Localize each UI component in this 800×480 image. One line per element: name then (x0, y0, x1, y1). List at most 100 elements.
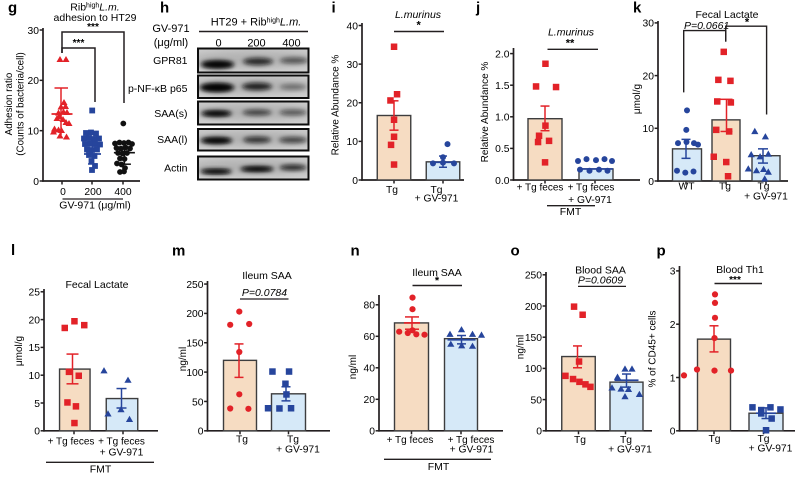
svg-text:Adhesion ratio: Adhesion ratio (4, 72, 15, 135)
svg-text:30: 30 (643, 19, 655, 30)
svg-text:+ GV-971: + GV-971 (450, 444, 494, 455)
svg-text:2.0: 2.0 (495, 49, 510, 60)
svg-text:p: p (657, 243, 666, 260)
svg-text:P=0.0661: P=0.0661 (684, 20, 729, 32)
svg-text:***: *** (87, 22, 99, 33)
svg-text:+ Tg feces: + Tg feces (448, 435, 495, 446)
svg-text:Tg: Tg (386, 185, 398, 196)
svg-text:0.5: 0.5 (495, 144, 510, 155)
svg-text:Relative Abundance %: Relative Abundance % (331, 55, 342, 156)
svg-text:20: 20 (28, 76, 40, 87)
svg-text:+ GV-971: + GV-971 (100, 447, 144, 458)
svg-text:0: 0 (34, 427, 40, 438)
svg-text:0: 0 (352, 176, 358, 187)
svg-text:1.0: 1.0 (495, 113, 510, 124)
svg-text:l: l (11, 242, 15, 259)
svg-text:*: * (417, 20, 422, 32)
svg-text:50: 50 (192, 397, 204, 408)
svg-text:+ GV-971: + GV-971 (568, 195, 612, 206)
svg-text:+ Tg feces: + Tg feces (48, 437, 95, 448)
svg-text:30: 30 (28, 26, 40, 37)
svg-text:100: 100 (525, 364, 542, 375)
svg-text:adhesion to HT29: adhesion to HT29 (54, 12, 137, 24)
svg-text:RibhighL.m.: RibhighL.m. (70, 2, 119, 14)
svg-text:Tg: Tg (757, 434, 769, 445)
svg-text:3: 3 (670, 267, 676, 278)
svg-text:+ GV-971: + GV-971 (749, 444, 793, 455)
svg-text:+ GV-971: + GV-971 (415, 194, 459, 205)
svg-text:Actin: Actin (164, 163, 188, 175)
svg-text:10: 10 (643, 124, 655, 135)
svg-text:ng/ml: ng/ml (516, 335, 527, 359)
svg-text:Tg: Tg (430, 185, 442, 196)
svg-text:i: i (332, 0, 336, 17)
svg-text:+ GV-971: + GV-971 (608, 445, 652, 456)
svg-text:+ Tg feces: + Tg feces (387, 435, 434, 446)
svg-text:20: 20 (29, 315, 41, 326)
svg-text:Ileum SAA: Ileum SAA (242, 270, 292, 282)
svg-text:GPR81: GPR81 (153, 55, 188, 67)
svg-text:***: *** (73, 38, 85, 49)
svg-text:(Counts of bacteria/cell): (Counts of bacteria/cell) (16, 52, 27, 155)
svg-text:0: 0 (33, 177, 39, 188)
svg-text:Tg: Tg (620, 435, 632, 446)
svg-text:***: *** (729, 275, 741, 286)
svg-text:Ileum SAA: Ileum SAA (412, 267, 462, 279)
svg-text:100: 100 (186, 368, 203, 379)
svg-text:GV-971 (μg/ml): GV-971 (μg/ml) (59, 200, 130, 212)
svg-text:250: 250 (525, 271, 542, 282)
svg-text:60: 60 (364, 332, 376, 343)
svg-text:20: 20 (364, 395, 376, 406)
svg-text:Tg: Tg (287, 435, 299, 446)
svg-text:0: 0 (648, 177, 654, 188)
svg-text:μmol/g: μmol/g (632, 84, 643, 114)
svg-text:WT: WT (678, 182, 695, 193)
svg-text:+ GV-971: + GV-971 (744, 192, 788, 203)
svg-text:+ Tg feces: + Tg feces (98, 437, 145, 448)
svg-text:p-NF-κB p65: p-NF-κB p65 (128, 83, 188, 95)
svg-text:0: 0 (670, 427, 676, 438)
svg-text:Tg: Tg (708, 434, 720, 445)
svg-text:400: 400 (114, 187, 131, 198)
svg-text:L.murinus: L.murinus (395, 9, 442, 21)
svg-text:Blood Th1: Blood Th1 (716, 264, 764, 276)
svg-text:200: 200 (247, 38, 265, 50)
svg-text:Relative Abundance %: Relative Abundance % (480, 62, 491, 163)
svg-text:0: 0 (536, 427, 542, 438)
svg-text:+ GV-971: + GV-971 (276, 444, 320, 455)
svg-text:n: n (351, 243, 360, 260)
svg-text:SAA(l): SAA(l) (157, 134, 187, 146)
svg-text:SAA(s): SAA(s) (154, 108, 187, 120)
svg-text:% of CD45+ cells: % of CD45+ cells (648, 311, 659, 388)
svg-text:250: 250 (186, 280, 203, 291)
svg-text:15: 15 (29, 343, 41, 354)
svg-text:0: 0 (369, 427, 375, 438)
svg-text:1.5: 1.5 (495, 81, 510, 92)
svg-text:150: 150 (186, 339, 203, 350)
svg-text:h: h (160, 0, 169, 17)
svg-text:50: 50 (531, 395, 543, 406)
svg-text:10: 10 (28, 126, 40, 137)
svg-text:40: 40 (347, 21, 359, 32)
svg-text:20: 20 (643, 71, 655, 82)
svg-text:Tg: Tg (719, 182, 731, 193)
svg-text:Fecal Lactate: Fecal Lactate (65, 279, 128, 291)
svg-text:j: j (475, 0, 480, 17)
svg-text:+ Tg feces: + Tg feces (517, 183, 564, 194)
svg-text:**: ** (566, 38, 575, 50)
svg-text:FMT: FMT (560, 206, 582, 218)
svg-text:200: 200 (84, 187, 101, 198)
svg-text:1: 1 (670, 373, 676, 384)
svg-text:k: k (633, 0, 642, 17)
svg-text:20: 20 (347, 99, 359, 110)
svg-text:200: 200 (186, 309, 203, 320)
svg-text:+ Tg feces: + Tg feces (568, 183, 615, 194)
svg-text:FMT: FMT (428, 461, 450, 473)
svg-text:Blood SAA: Blood SAA (575, 264, 626, 276)
svg-text:Tg: Tg (236, 435, 248, 446)
svg-text:*: * (745, 17, 750, 29)
svg-text:0: 0 (60, 187, 66, 198)
svg-text:Fecal Lactate: Fecal Lactate (695, 9, 758, 21)
svg-text:5: 5 (34, 399, 40, 410)
svg-text:L.murinus: L.murinus (548, 27, 595, 39)
